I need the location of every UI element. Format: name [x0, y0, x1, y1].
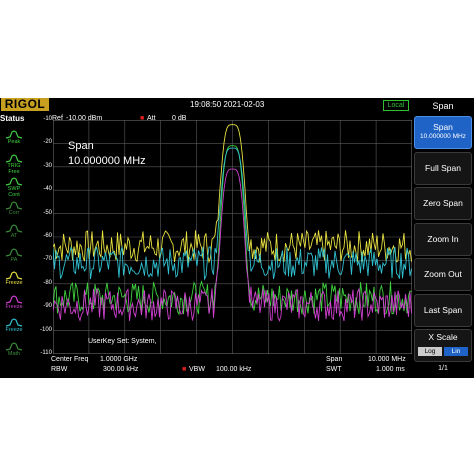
trace-3: [53, 147, 412, 281]
y-tick-label: -110: [40, 350, 52, 356]
status-pa-5: PA: [2, 247, 26, 268]
status-label-1: TRIG Free: [7, 162, 21, 175]
status-label-4: AT: [10, 233, 18, 239]
y-tick-label: -70: [43, 256, 52, 263]
rbw-label: RBW: [51, 366, 68, 373]
zoom-out-button[interactable]: Zoom Out: [414, 258, 472, 291]
status-corr-3: Corr: [2, 200, 26, 221]
status-label-5: PA: [10, 256, 18, 263]
att-value: 0 dB: [172, 115, 187, 122]
y-tick-label: -40: [43, 186, 52, 193]
top-bar: RIGOL 19:08:50 2021-02-03 Local: [0, 98, 412, 112]
status-trig-1: TRIG Free: [2, 153, 26, 175]
analyzer-screen: RIGOL 19:08:50 2021-02-03 Local Status P…: [0, 98, 474, 378]
zoom-out-label: Zoom Out: [424, 269, 462, 279]
y-tick-label: -10: [43, 116, 52, 122]
zero-span-label: Zero Span: [423, 198, 463, 208]
status-sweep-2: SWP Cont: [2, 177, 26, 198]
center-freq-label: Center Freq: [51, 356, 89, 363]
soft-menu-title: Span: [412, 98, 474, 115]
status-label-8: Freeze: [5, 327, 23, 333]
att-label: Att: [147, 115, 156, 122]
x-scale-button[interactable]: X Scale: [414, 329, 472, 362]
span-value: 10.000 MHz: [368, 356, 406, 363]
vbw-value: 100.00 kHz: [216, 366, 252, 373]
spectrum-plot: [53, 120, 412, 354]
y-tick-label: -90: [43, 303, 52, 310]
menu-pager: 1/1: [438, 365, 448, 372]
x-scale-log-option[interactable]: Log: [418, 347, 442, 356]
trig-icon: [5, 153, 23, 163]
status-label-3: Corr: [8, 209, 20, 216]
span-button-label: Span: [433, 122, 453, 132]
datetime: 19:08:50 2021-02-03: [190, 100, 265, 109]
span-button[interactable]: Span 10.000000 MHz: [414, 116, 472, 149]
rbw-value: 300.00 kHz: [103, 366, 139, 373]
peak-icon: [5, 130, 23, 139]
trace-1: [53, 124, 412, 264]
status-freeze-trace-8: Freeze: [2, 318, 26, 338]
status-peak-0: Peak: [2, 130, 26, 150]
rigol-logo: RIGOL: [1, 98, 49, 111]
span-label: Span: [326, 356, 343, 363]
freeze-trace-icon: [5, 271, 23, 280]
y-tick-label: -60: [43, 233, 52, 239]
status-freeze-trace-7: Freeze: [2, 294, 26, 315]
last-span-button[interactable]: Last Span: [414, 294, 472, 327]
sweep-icon: [5, 177, 23, 186]
x-scale-label: X Scale: [428, 332, 458, 342]
span-overlay-value: 10.000000 MHz: [68, 155, 146, 167]
freeze-trace-icon: [5, 318, 23, 327]
math-icon: [5, 341, 23, 351]
center-freq-value: 1.0000 GHz: [100, 356, 138, 363]
ref-label: Ref: [52, 115, 63, 122]
full-span-label: Full Span: [425, 163, 461, 173]
at-icon: [5, 224, 23, 233]
local-badge[interactable]: Local: [383, 100, 409, 111]
status-label-2: SWP Cont: [7, 186, 21, 198]
status-label-7: Freeze: [5, 303, 23, 310]
swt-value: 1.000 ms: [376, 366, 405, 373]
y-tick-label: -50: [43, 209, 52, 216]
ref-value: -10.00 dBm: [66, 115, 103, 122]
swt-label: SWT: [326, 366, 342, 373]
status-at-4: AT: [2, 224, 26, 244]
freeze-trace-icon: [5, 294, 23, 304]
span-button-value: 10.000000 MHz: [420, 133, 466, 140]
status-math-9: Math: [2, 341, 26, 362]
status-freeze-trace-6: Freeze: [2, 271, 26, 291]
full-span-button[interactable]: Full Span: [414, 152, 472, 185]
y-tick-label: -100: [39, 326, 52, 333]
status-label-9: Math: [7, 350, 21, 357]
status-column: Status Peak TRIG Free SWP Cont Corr AT PA Free…: [0, 112, 27, 378]
status-label-6: Freeze: [5, 280, 23, 286]
x-scale-toggle[interactable]: Log Lin: [418, 347, 468, 356]
att-marker-icon: ■: [140, 115, 145, 122]
zoom-in-button[interactable]: Zoom In: [414, 223, 472, 256]
y-tick-label: -80: [43, 279, 52, 286]
span-overlay-label: Span: [68, 140, 94, 152]
userkey-set: UserKey Set: System,: [88, 338, 157, 345]
y-tick-label: -20: [43, 139, 52, 146]
last-span-label: Last Span: [423, 305, 463, 315]
status-title: Status: [0, 114, 25, 123]
status-label-0: Peak: [7, 139, 21, 145]
zoom-in-label: Zoom In: [427, 234, 459, 244]
pa-icon: [5, 247, 23, 257]
zero-span-button[interactable]: Zero Span: [414, 187, 472, 220]
y-tick-label: -30: [43, 162, 52, 169]
corr-icon: [5, 200, 23, 210]
trace-4: [53, 168, 412, 322]
vbw-label: VBW: [189, 366, 205, 373]
x-scale-lin-option[interactable]: Lin: [444, 347, 468, 356]
vbw-marker-icon: ■: [182, 366, 187, 373]
